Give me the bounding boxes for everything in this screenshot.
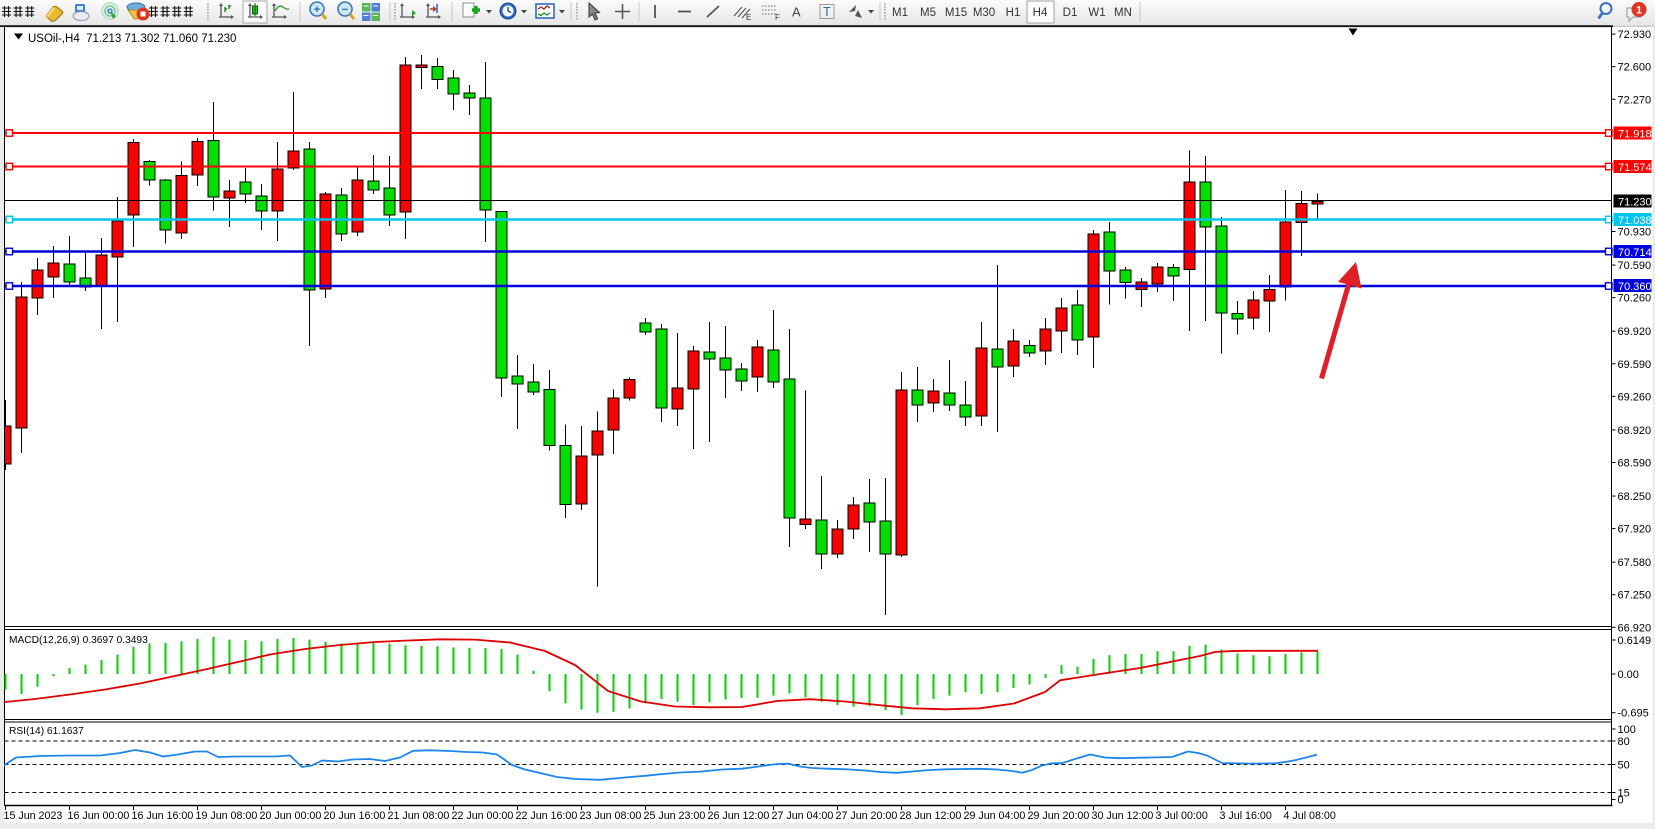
svg-text:80: 80 (1618, 736, 1630, 748)
svg-text:70.714: 70.714 (1618, 247, 1652, 259)
svg-text:29 Jun 04:00: 29 Jun 04:00 (964, 810, 1026, 822)
svg-text:0.6149: 0.6149 (1618, 635, 1652, 647)
svg-text:71.230: 71.230 (1618, 197, 1652, 209)
svg-text:4 Jul 08:00: 4 Jul 08:00 (1284, 810, 1336, 822)
svg-text:69.260: 69.260 (1618, 391, 1652, 403)
svg-text:23 Jun 08:00: 23 Jun 08:00 (580, 810, 642, 822)
svg-text:71.038: 71.038 (1618, 215, 1652, 227)
svg-text:E: E (746, 13, 751, 22)
svg-text:USOil-,H4 71.213 71.302 71.06: USOil-,H4 71.213 71.302 71.060 71.230 (28, 33, 236, 45)
svg-text:66.920: 66.920 (1618, 622, 1652, 634)
svg-text:T: T (823, 5, 831, 19)
svg-text:M5: M5 (920, 7, 936, 19)
svg-text:RSI(14) 61.1637: RSI(14) 61.1637 (9, 726, 84, 737)
svg-text:72.270: 72.270 (1618, 94, 1652, 106)
svg-text:27 Jun 04:00: 27 Jun 04:00 (772, 810, 834, 822)
svg-text:D1: D1 (1063, 7, 1078, 19)
svg-text:72.600: 72.600 (1618, 62, 1652, 74)
svg-text:70.360: 70.360 (1618, 281, 1652, 293)
svg-text:F: F (775, 13, 780, 22)
svg-text:A: A (792, 5, 801, 20)
svg-text:22 Jun 00:00: 22 Jun 00:00 (452, 810, 514, 822)
svg-text:21 Jun 08:00: 21 Jun 08:00 (388, 810, 450, 822)
svg-text:0.00: 0.00 (1618, 669, 1639, 681)
svg-text:3 Jul 16:00: 3 Jul 16:00 (1220, 810, 1272, 822)
svg-text:M30: M30 (973, 7, 995, 19)
svg-text:−: − (342, 4, 348, 16)
svg-text:16 Jun 16:00: 16 Jun 16:00 (132, 810, 194, 822)
svg-text:19 Jun 08:00: 19 Jun 08:00 (196, 810, 258, 822)
svg-text:1: 1 (1636, 5, 1642, 17)
svg-text:W1: W1 (1088, 7, 1105, 19)
svg-text:MACD(12,26,9) 0.3697 0.3493: MACD(12,26,9) 0.3697 0.3493 (9, 635, 148, 646)
svg-text:67.580: 67.580 (1618, 557, 1652, 569)
svg-text:16 Jun 00:00: 16 Jun 00:00 (68, 810, 130, 822)
svg-text:71.574: 71.574 (1618, 162, 1652, 174)
svg-text:50: 50 (1618, 760, 1630, 772)
svg-text:0: 0 (1618, 795, 1624, 807)
svg-text:3 Jul 00:00: 3 Jul 00:00 (1156, 810, 1208, 822)
svg-text:22 Jun 16:00: 22 Jun 16:00 (516, 810, 578, 822)
svg-text:15: 15 (1618, 788, 1630, 800)
svg-text:71.918: 71.918 (1618, 129, 1652, 141)
svg-text:M1: M1 (892, 7, 908, 19)
svg-text:25 Jun 23:00: 25 Jun 23:00 (644, 810, 706, 822)
svg-text:72.930: 72.930 (1618, 29, 1652, 41)
svg-text:68.920: 68.920 (1618, 425, 1652, 437)
svg-text:67.250: 67.250 (1618, 590, 1652, 602)
svg-text:26 Jun 12:00: 26 Jun 12:00 (708, 810, 770, 822)
svg-text:+: + (314, 4, 320, 16)
svg-text:15 Jun 2023: 15 Jun 2023 (4, 810, 63, 822)
svg-text:68.250: 68.250 (1618, 491, 1652, 503)
svg-text:69.920: 69.920 (1618, 326, 1652, 338)
svg-text:MN: MN (1114, 7, 1132, 19)
svg-text:30 Jun 12:00: 30 Jun 12:00 (1092, 810, 1154, 822)
svg-text:28 Jun 12:00: 28 Jun 12:00 (900, 810, 962, 822)
svg-text:20 Jun 16:00: 20 Jun 16:00 (324, 810, 386, 822)
svg-text:68.590: 68.590 (1618, 457, 1652, 469)
svg-text:70.590: 70.590 (1618, 260, 1652, 272)
svg-text:H1: H1 (1006, 7, 1021, 19)
svg-text:70.260: 70.260 (1618, 293, 1652, 305)
svg-text:20 Jun 00:00: 20 Jun 00:00 (260, 810, 322, 822)
svg-text:-0.695: -0.695 (1618, 708, 1649, 720)
svg-text:27 Jun 20:00: 27 Jun 20:00 (836, 810, 898, 822)
svg-text:M15: M15 (945, 7, 967, 19)
svg-text:H4: H4 (1033, 7, 1048, 19)
svg-text:100: 100 (1618, 724, 1636, 736)
svg-text:70.930: 70.930 (1618, 227, 1652, 239)
svg-text:69.590: 69.590 (1618, 359, 1652, 371)
svg-text:29 Jun 20:00: 29 Jun 20:00 (1028, 810, 1090, 822)
svg-text:67.920: 67.920 (1618, 524, 1652, 536)
